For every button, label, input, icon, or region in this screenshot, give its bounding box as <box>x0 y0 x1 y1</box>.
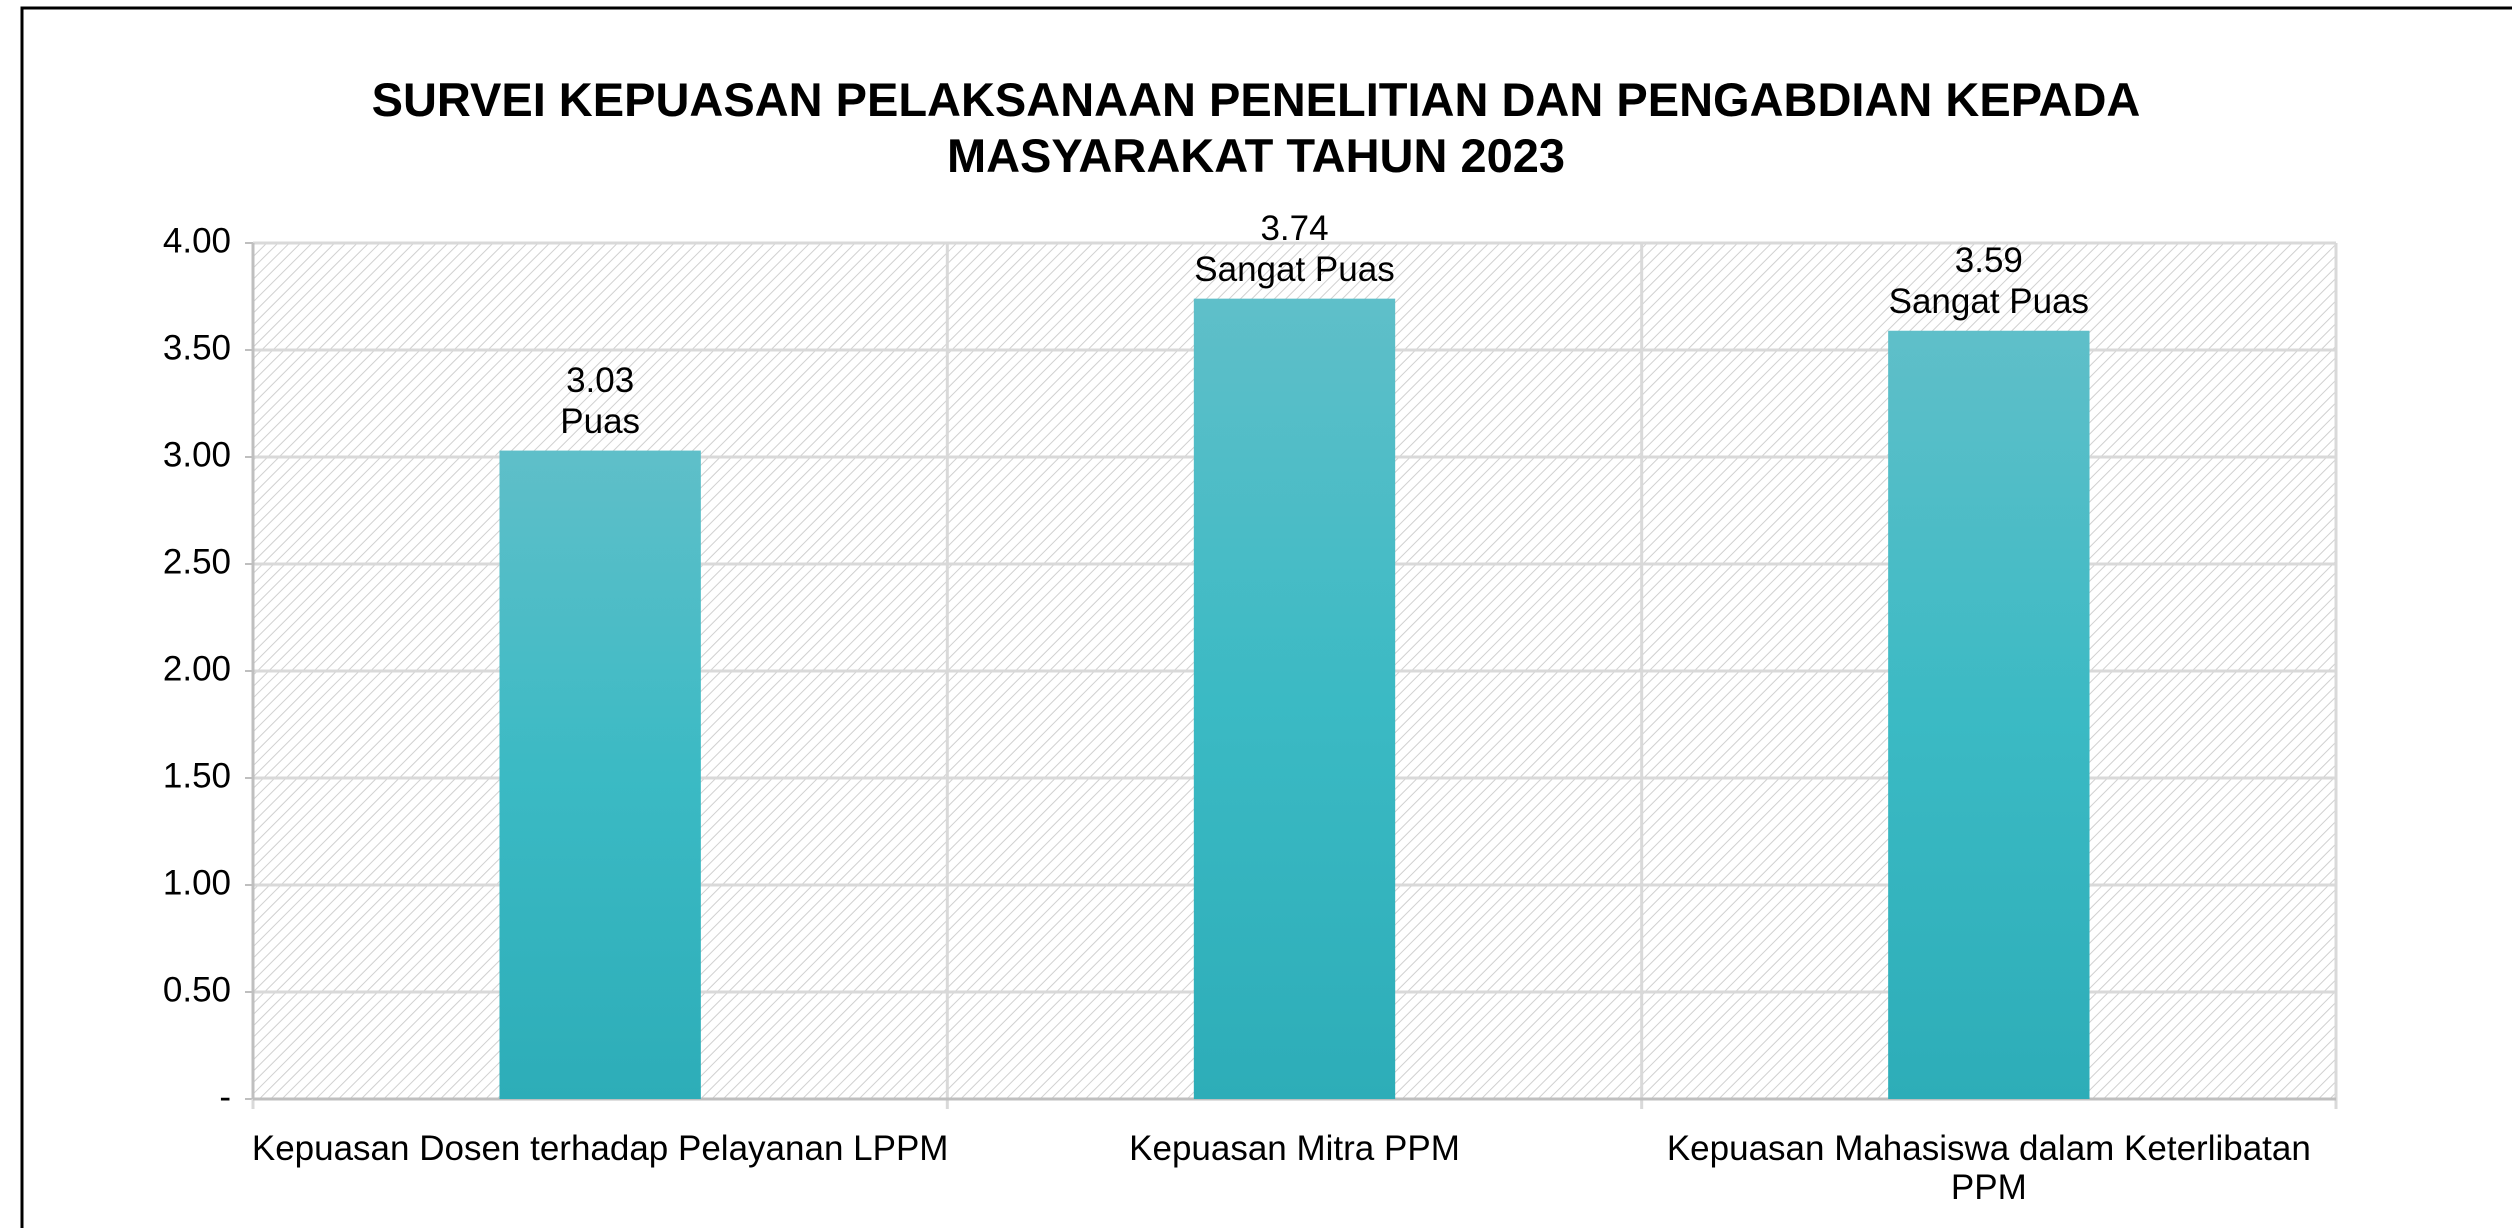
y-tick-label: 1.50 <box>163 756 231 795</box>
bar <box>1193 298 1396 1099</box>
y-tick-label: 4.00 <box>163 221 231 260</box>
y-tick-label: 3.50 <box>163 328 231 367</box>
data-label: 3.59 <box>1955 241 2023 280</box>
x-tick-label: Kepuasan Mahasiswa dalam Keterlibatan PP… <box>1666 1129 2311 1207</box>
y-tick-label: 2.00 <box>163 649 231 688</box>
x-tick-label: Kepuasan Mitra PPM <box>1129 1129 1460 1168</box>
rating-label: Puas <box>560 402 640 441</box>
x-tick-label: Kepuasan Dosen terhadap Pelayanan LPPM <box>251 1129 949 1168</box>
y-tick-label: 2.50 <box>163 542 231 581</box>
rating-label: Sangat Puas <box>1194 250 1394 289</box>
y-tick-label: - <box>219 1077 231 1116</box>
bar <box>1888 330 2090 1099</box>
data-label: 3.74 <box>1260 209 1328 248</box>
rating-label: Sangat Puas <box>1889 282 2089 321</box>
data-label: 3.03 <box>566 361 634 400</box>
chart-title: SURVEI KEPUASAN PELAKSANAAN PENELITIAN D… <box>371 73 2141 182</box>
y-tick-label: 1.00 <box>163 863 231 902</box>
frame <box>20 6 2512 1228</box>
bar <box>499 450 701 1100</box>
y-tick-label: 3.00 <box>163 435 231 474</box>
y-tick-label: 0.50 <box>163 970 231 1009</box>
